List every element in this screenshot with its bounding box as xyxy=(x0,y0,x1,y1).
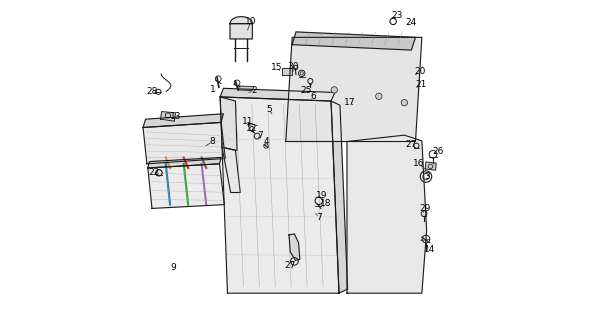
Polygon shape xyxy=(282,68,292,75)
Polygon shape xyxy=(289,234,300,260)
Circle shape xyxy=(331,87,337,93)
Text: 13: 13 xyxy=(170,112,181,121)
Text: 3: 3 xyxy=(424,172,430,181)
Text: 1: 1 xyxy=(210,85,215,94)
Text: 16: 16 xyxy=(413,159,424,168)
Text: 22: 22 xyxy=(149,168,160,177)
Text: 7: 7 xyxy=(316,213,322,222)
Circle shape xyxy=(376,93,382,100)
Polygon shape xyxy=(292,32,416,50)
Text: 12: 12 xyxy=(246,124,257,132)
Text: 4: 4 xyxy=(264,137,269,146)
Text: 11: 11 xyxy=(242,116,253,126)
Polygon shape xyxy=(425,162,436,170)
Polygon shape xyxy=(222,147,240,193)
Polygon shape xyxy=(220,97,237,150)
Polygon shape xyxy=(148,164,224,208)
Polygon shape xyxy=(230,17,252,39)
Text: 17: 17 xyxy=(344,98,355,107)
Polygon shape xyxy=(347,135,427,293)
Text: 2: 2 xyxy=(251,86,257,95)
Polygon shape xyxy=(220,97,339,293)
Text: 20: 20 xyxy=(414,67,425,76)
Text: 24: 24 xyxy=(406,18,417,27)
Text: 30: 30 xyxy=(288,62,299,71)
Polygon shape xyxy=(160,112,176,121)
Text: 15: 15 xyxy=(271,63,282,72)
Polygon shape xyxy=(143,114,223,127)
Text: 18: 18 xyxy=(320,199,331,208)
Text: 6: 6 xyxy=(311,92,316,101)
Text: 29: 29 xyxy=(419,204,431,213)
Polygon shape xyxy=(148,157,221,168)
Text: 26: 26 xyxy=(432,147,443,156)
Polygon shape xyxy=(331,101,348,293)
Text: 9: 9 xyxy=(170,263,176,272)
Text: 10: 10 xyxy=(245,17,256,26)
Polygon shape xyxy=(238,86,254,91)
Text: 21: 21 xyxy=(415,80,427,89)
Polygon shape xyxy=(143,123,226,164)
Text: 28: 28 xyxy=(146,87,157,96)
Text: 5: 5 xyxy=(266,105,272,114)
Text: 25: 25 xyxy=(300,86,311,95)
Circle shape xyxy=(401,100,407,106)
Text: 19: 19 xyxy=(316,191,328,200)
Text: 27: 27 xyxy=(285,261,296,270)
Text: 8: 8 xyxy=(210,137,215,146)
Polygon shape xyxy=(286,37,422,141)
Polygon shape xyxy=(220,88,335,101)
Text: 27: 27 xyxy=(406,140,417,149)
Text: 23: 23 xyxy=(392,12,403,20)
Text: 14: 14 xyxy=(423,245,435,254)
Text: 7: 7 xyxy=(258,131,263,140)
